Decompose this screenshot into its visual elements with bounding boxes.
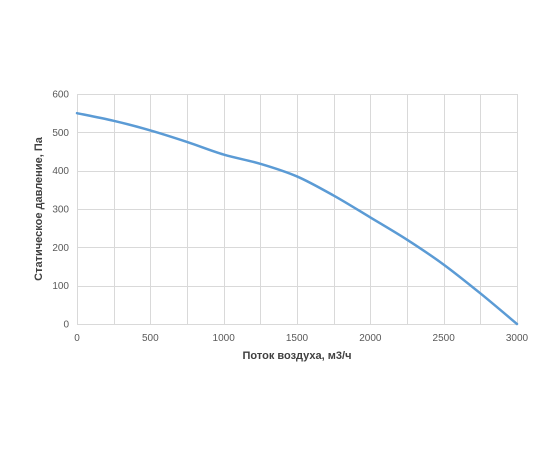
y-axis-title: Статическое давление, Па [33,136,45,281]
y-tick-label: 200 [52,243,69,254]
x-tick-label: 500 [142,333,159,344]
y-tick-label: 300 [52,205,69,216]
y-tick-label: 500 [52,128,69,139]
x-tick-label: 2000 [359,333,382,344]
y-tick-label: 600 [52,90,69,101]
grid [77,94,518,325]
y-tick-label: 400 [52,166,69,177]
x-tick-label: 0 [74,333,80,344]
y-tick-label: 100 [52,281,69,292]
x-axis-title: Поток воздуха, м3/ч [243,350,352,362]
x-tick-label: 1000 [213,333,236,344]
series-layer [75,111,519,326]
tick-labels: 0 500 1000 1500 2000 2500 3000 0 100 200 300 400 500… [52,90,528,345]
x-tick-label: 2500 [433,333,456,344]
series-line [75,111,519,326]
x-tick-label: 3000 [506,333,529,344]
y-tick-label: 0 [63,320,69,331]
x-tick-label: 1500 [286,333,309,344]
